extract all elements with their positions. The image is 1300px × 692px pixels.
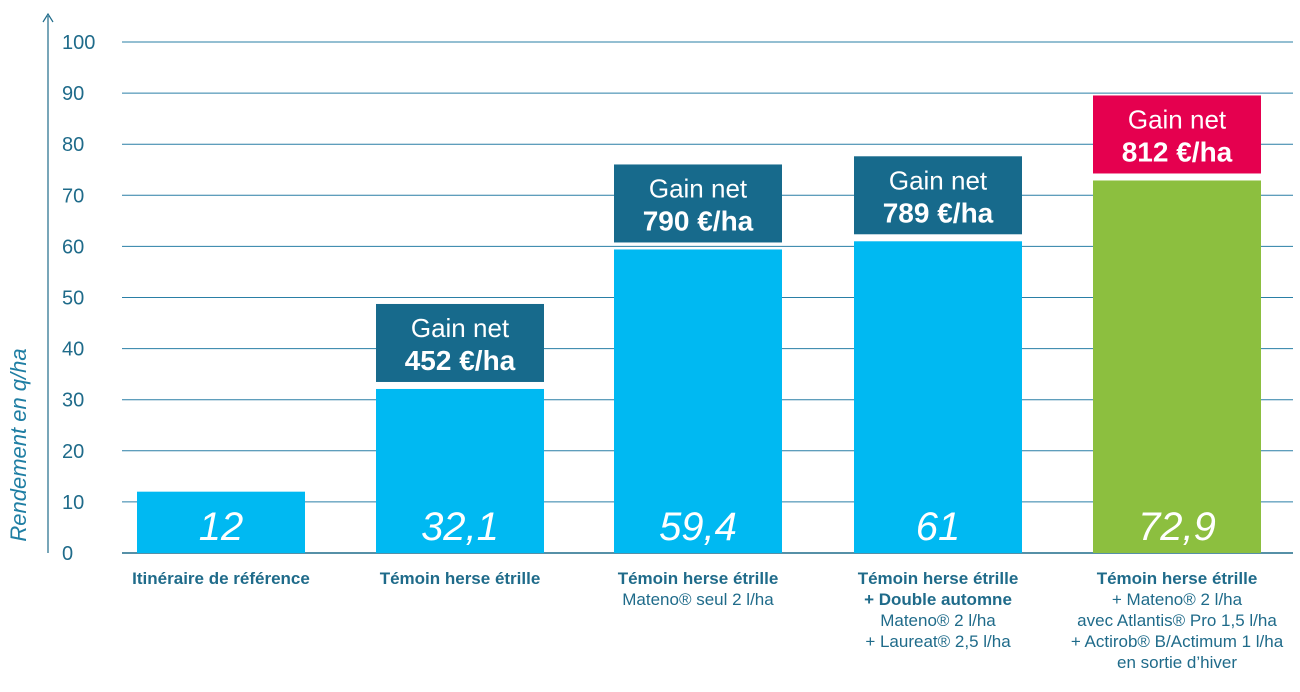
y-tick-label: 100 — [62, 32, 95, 54]
y-tick-label: 90 — [62, 83, 84, 105]
category-label: Témoin herse étrille — [618, 569, 779, 588]
gain-annotation-value: 812 €/ha — [1122, 136, 1233, 167]
y-axis-arrow-icon — [42, 12, 54, 23]
bar — [137, 491, 305, 553]
gain-annotation-value: 789 €/ha — [883, 197, 994, 228]
category-labels: Itinéraire de référence Témoin herse étri… — [132, 569, 1284, 672]
bar-value-label: 32,1 — [421, 505, 499, 549]
bar-value-label: 12 — [199, 505, 244, 549]
bar — [1093, 180, 1261, 553]
gain-annotation-box — [1093, 95, 1261, 174]
bars: 12 32,1 59,4 61 72,9 — [137, 180, 1261, 554]
bar-value-label: 59,4 — [659, 505, 737, 549]
gain-annotation-title: Gain net — [889, 165, 988, 195]
category-label: + Double automne — [864, 590, 1012, 609]
category-label: + Actirob® B/Actimum 1 l/ha — [1071, 632, 1284, 651]
y-axis-label: Rendement en q/ha — [6, 348, 31, 541]
y-tick-label: 20 — [62, 441, 84, 463]
category-label: Mateno® seul 2 l/ha — [622, 590, 774, 609]
gain-annotation-title: Gain net — [1128, 104, 1227, 134]
category-label: avec Atlantis® Pro 1,5 l/ha — [1077, 611, 1277, 630]
bar-value-label: 61 — [916, 505, 961, 549]
gain-annotation-box — [854, 156, 1022, 235]
bar — [376, 388, 544, 553]
category-label: Témoin herse étrille — [858, 569, 1019, 588]
y-tick-label: 30 — [62, 390, 84, 412]
category-label: Témoin herse étrille — [380, 569, 541, 588]
y-tick-label: 50 — [62, 288, 84, 310]
bar-value-label: 72,9 — [1138, 505, 1216, 549]
bar — [614, 249, 782, 553]
y-tick-label: 10 — [62, 492, 84, 514]
y-tick-label: 80 — [62, 134, 84, 156]
y-tick-label: 60 — [62, 236, 84, 258]
gain-annotation-title: Gain net — [411, 313, 510, 343]
category-label: Itinéraire de référence — [132, 569, 310, 588]
y-tick-label: 70 — [62, 185, 84, 207]
gain-annotation-value: 452 €/ha — [405, 345, 516, 376]
category-label: Témoin herse étrille — [1097, 569, 1258, 588]
gain-annotation-box — [614, 164, 782, 243]
category-label: + Mateno® 2 l/ha — [1112, 590, 1243, 609]
y-tick-label: 40 — [62, 339, 84, 361]
category-label: en sortie d’hiver — [1117, 653, 1237, 672]
y-tick-label: 0 — [62, 543, 73, 565]
bar — [854, 241, 1022, 554]
gain-annotation-title: Gain net — [649, 173, 748, 203]
gain-annotation-box — [376, 303, 544, 382]
gain-annotation-value: 790 €/ha — [643, 205, 754, 236]
y-axis — [42, 12, 54, 553]
category-label: + Laureat® 2,5 l/ha — [865, 632, 1011, 651]
y-tick-labels: 0 10 20 30 40 50 60 70 80 90 100 — [62, 32, 95, 565]
category-label: Mateno® 2 l/ha — [880, 611, 996, 630]
